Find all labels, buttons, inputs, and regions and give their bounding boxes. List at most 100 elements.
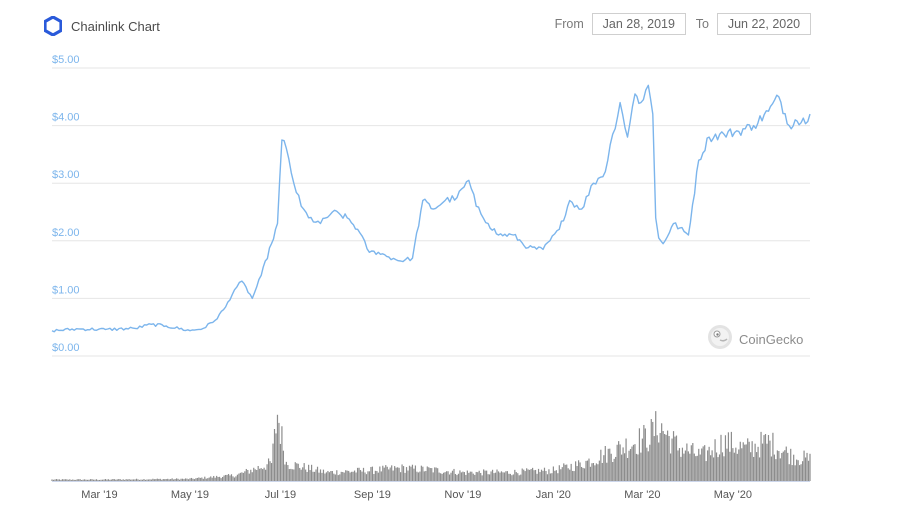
volume-bar bbox=[137, 479, 139, 481]
chart-header: Chainlink Chart From To bbox=[0, 0, 900, 50]
volume-bar bbox=[512, 474, 514, 481]
volume-bar bbox=[259, 468, 261, 481]
volume-bar bbox=[809, 453, 811, 481]
volume-bar bbox=[178, 479, 181, 481]
volume-bar bbox=[675, 435, 678, 481]
from-date-input[interactable] bbox=[591, 13, 686, 35]
volume-bar bbox=[89, 479, 92, 481]
x-tick-label: Jan '20 bbox=[536, 489, 571, 501]
volume-bar bbox=[159, 478, 161, 481]
y-tick-label: $0.00 bbox=[52, 342, 80, 354]
volume-bar bbox=[563, 463, 565, 481]
volume-bar bbox=[779, 458, 781, 481]
volume-bar bbox=[167, 478, 169, 481]
volume-bar bbox=[128, 479, 130, 481]
volume-bar bbox=[474, 474, 476, 481]
volume-bar bbox=[262, 469, 264, 481]
volume-bar bbox=[785, 446, 787, 481]
volume-bar bbox=[121, 479, 123, 481]
volume-bar bbox=[806, 452, 808, 481]
volume-bar bbox=[588, 458, 590, 481]
volume-bar bbox=[532, 467, 534, 481]
volume-bar bbox=[309, 470, 311, 481]
volume-bar bbox=[770, 456, 773, 481]
volume-bar bbox=[773, 454, 775, 481]
chart-brand: Chainlink Chart bbox=[44, 16, 160, 36]
volume-bar bbox=[216, 475, 218, 481]
volume-bar bbox=[273, 428, 276, 481]
volume-bar bbox=[561, 467, 563, 481]
volume-bar bbox=[705, 461, 707, 481]
volume-bar bbox=[174, 478, 176, 481]
volume-bar bbox=[681, 447, 684, 481]
volume-bar bbox=[214, 477, 216, 481]
y-tick-label: $2.00 bbox=[52, 227, 80, 239]
volume-bar bbox=[554, 470, 556, 481]
volume-bar bbox=[404, 472, 406, 481]
volume-bar bbox=[558, 465, 560, 481]
volume-bar bbox=[290, 468, 292, 481]
volume-bar bbox=[502, 472, 504, 481]
volume-bar bbox=[478, 470, 480, 481]
volume-bar bbox=[693, 453, 695, 481]
volume-bar bbox=[572, 470, 574, 481]
volume-bar bbox=[533, 470, 535, 481]
volume-bar bbox=[530, 469, 532, 481]
volume-bar bbox=[760, 431, 762, 481]
volume-bar bbox=[796, 459, 798, 481]
x-tick-label: Mar '19 bbox=[81, 489, 117, 501]
volume-bar bbox=[692, 443, 694, 481]
price-line[interactable] bbox=[51, 84, 811, 333]
volume-bar bbox=[607, 448, 609, 481]
volume-bar bbox=[158, 478, 160, 481]
volume-bar bbox=[388, 469, 390, 481]
volume-bar bbox=[426, 466, 428, 481]
volume-bar bbox=[769, 440, 771, 481]
volume-bar bbox=[242, 472, 244, 481]
volume-bar bbox=[115, 479, 117, 481]
volume-bar bbox=[646, 447, 648, 481]
volume-bar bbox=[244, 471, 246, 481]
volume-bar bbox=[649, 444, 651, 481]
volume-bar bbox=[81, 479, 83, 481]
volume-bar bbox=[97, 479, 99, 481]
volume-bar bbox=[138, 479, 141, 481]
volume-bar bbox=[238, 473, 240, 481]
volume-bar bbox=[414, 465, 417, 481]
to-date-input[interactable] bbox=[717, 13, 811, 35]
volume-bar bbox=[385, 465, 387, 481]
volume-bar bbox=[193, 479, 196, 481]
volume-bar bbox=[204, 476, 206, 481]
volume-bar bbox=[592, 463, 595, 481]
volume-bar bbox=[738, 449, 740, 481]
volume-bar bbox=[435, 467, 437, 481]
volume-bar bbox=[245, 468, 247, 481]
volume-bar bbox=[313, 471, 316, 481]
volume-bar bbox=[84, 479, 86, 481]
volume-bar bbox=[683, 453, 685, 481]
volume-bar bbox=[101, 479, 104, 481]
volume-bar bbox=[741, 448, 743, 481]
date-range: From To bbox=[555, 13, 811, 35]
volume-bar bbox=[392, 470, 394, 481]
volume-bar bbox=[623, 453, 626, 481]
volume-bar bbox=[256, 469, 258, 481]
volume-bar bbox=[339, 474, 341, 481]
volume-bar bbox=[213, 475, 215, 481]
volume-bar bbox=[710, 455, 712, 481]
volume-bar bbox=[586, 460, 589, 481]
volume-bar bbox=[147, 479, 150, 481]
volume-bar bbox=[150, 479, 152, 481]
volume-bar bbox=[690, 445, 692, 481]
volume-bar bbox=[69, 479, 71, 481]
volume-bar bbox=[468, 472, 470, 481]
volume-bar bbox=[807, 460, 810, 481]
volume-bar bbox=[457, 473, 460, 481]
volume-bar bbox=[266, 464, 268, 481]
volume-bar bbox=[506, 471, 508, 481]
volume-bar bbox=[791, 465, 793, 481]
volume-bar bbox=[518, 475, 520, 481]
volume-bar bbox=[331, 471, 333, 481]
volume-bar bbox=[284, 464, 286, 481]
